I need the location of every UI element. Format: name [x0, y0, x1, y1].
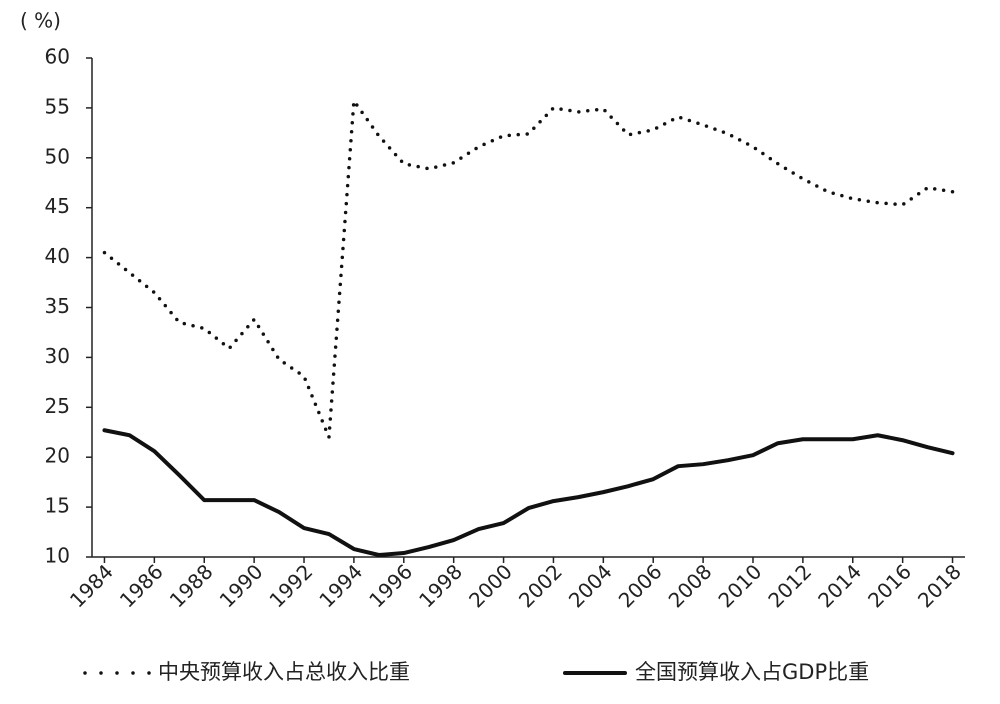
- y-tick-label: 60: [45, 45, 70, 69]
- x-tick-label: 1986: [115, 559, 168, 612]
- legend: 中央预算收入占总收入比重 全国预算收入占GDP比重: [83, 660, 869, 684]
- y-tick-label: 45: [45, 194, 70, 218]
- x-tick-label: 2000: [464, 559, 517, 612]
- y-tick-label: 50: [45, 144, 70, 168]
- y-tick-label: 15: [45, 494, 70, 518]
- x-tick-label: 1994: [314, 559, 367, 612]
- x-tick-label: 1996: [364, 559, 417, 612]
- y-tick-label: 30: [45, 344, 70, 368]
- y-tick-label: 35: [45, 294, 70, 318]
- y-tick-label: 10: [45, 544, 70, 568]
- x-tick-label: 1984: [65, 559, 118, 612]
- x-tick-label: 2016: [863, 559, 916, 612]
- y-tick-label: 20: [45, 444, 70, 468]
- x-tick-label: 2008: [664, 559, 717, 612]
- x-tick-label: 1988: [165, 559, 218, 612]
- x-tick-label: 2012: [763, 559, 816, 612]
- y-tick-label: 55: [45, 94, 70, 118]
- x-tick-label: 2014: [813, 559, 866, 612]
- line-series: [102, 99, 955, 439]
- x-tick-label: 2010: [713, 559, 766, 612]
- x-tick-label: 1998: [414, 559, 467, 612]
- x-tick-label: 2004: [564, 559, 617, 612]
- y-tick-label: 25: [45, 394, 70, 418]
- y-tick-label: 40: [45, 244, 70, 268]
- x-tick-label: 2018: [913, 559, 966, 612]
- legend-label: 全国预算收入占GDP比重: [635, 660, 869, 684]
- x-tick-label: 2006: [614, 559, 667, 612]
- x-tick-label: 1990: [215, 559, 268, 612]
- y-axis-label: ( %): [20, 9, 61, 33]
- line-series: [102, 428, 955, 558]
- x-tick-label: 1992: [264, 559, 317, 612]
- legend-label: 中央预算收入占总收入比重: [158, 660, 410, 684]
- x-tick-label: 2002: [514, 559, 567, 612]
